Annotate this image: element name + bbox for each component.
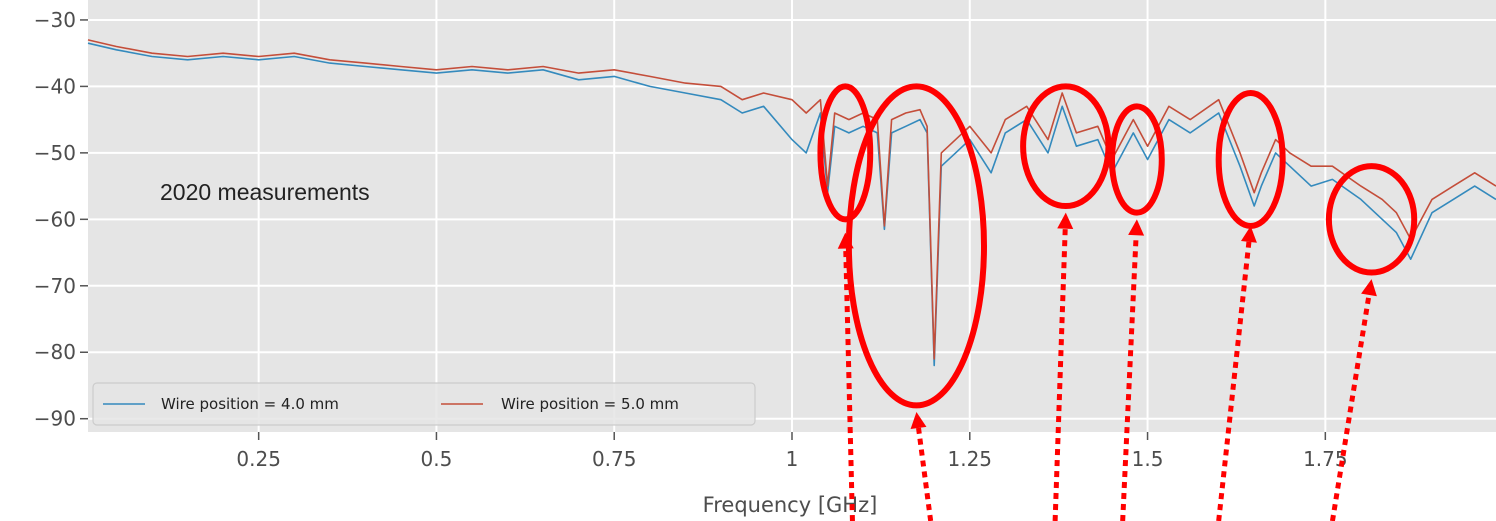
y-tick-label: −30 [34,8,76,32]
x-axis-label: Frequency [GHz] [703,493,878,517]
highlight-arrow-head [1361,279,1377,297]
highlight-annotations [817,83,1418,521]
x-tick-label: 0.75 [592,447,637,471]
y-tick-label: −40 [34,74,76,98]
highlight-arrow-head [910,412,927,429]
highlight-arrow-head [1128,219,1145,236]
highlight-arrow-shaft [1329,294,1372,521]
y-tick-label: −80 [34,340,76,364]
highlight-arrow-shaft [916,427,934,521]
x-tick-label: 1.5 [1132,447,1164,471]
x-tick-label: 1 [786,447,799,471]
series-lines [87,39,1496,367]
legend-box [92,382,756,426]
legend-label-wire-5mm: Wire position = 5.0 mm [501,395,679,413]
y-tick-label: −90 [34,407,76,431]
x-axis: 0.25 0.5 0.75 1 1.25 1.5 1.75 [236,432,1348,471]
x-tick-label: 1.75 [1303,447,1348,471]
highlight-ellipse [1109,103,1165,216]
y-axis: −30 −40 −50 −60 −70 −80 −90 [34,8,88,431]
x-tick-label: 0.25 [236,447,281,471]
highlight-arrow-head [1240,225,1257,243]
series-line-wire-4mm [87,42,1496,367]
legend: Wire position = 4.0 mm Wire position = 5… [92,382,756,426]
highlight-arrow-head [837,232,854,249]
highlight-ellipse [817,83,874,223]
y-tick-label: −60 [34,207,76,231]
highlight-ellipse [1325,163,1418,276]
x-tick-label: 1.25 [948,447,993,471]
series-line-wire-5mm [87,39,1496,360]
highlight-arrow-shaft [843,248,855,521]
highlight-arrow-shaft [1120,235,1139,521]
highlight-arrow-shaft [1216,241,1252,521]
y-tick-label: −50 [34,141,76,165]
highlight-arrow-head [1057,212,1074,229]
highlight-arrow-shaft [1052,228,1068,521]
legend-label-wire-4mm: Wire position = 4.0 mm [161,395,339,413]
y-tick-label: −70 [34,274,76,298]
x-tick-label: 0.5 [421,447,453,471]
highlight-ellipse [1020,83,1112,210]
annotation-2020-measurements: 2020 measurements [160,179,370,205]
